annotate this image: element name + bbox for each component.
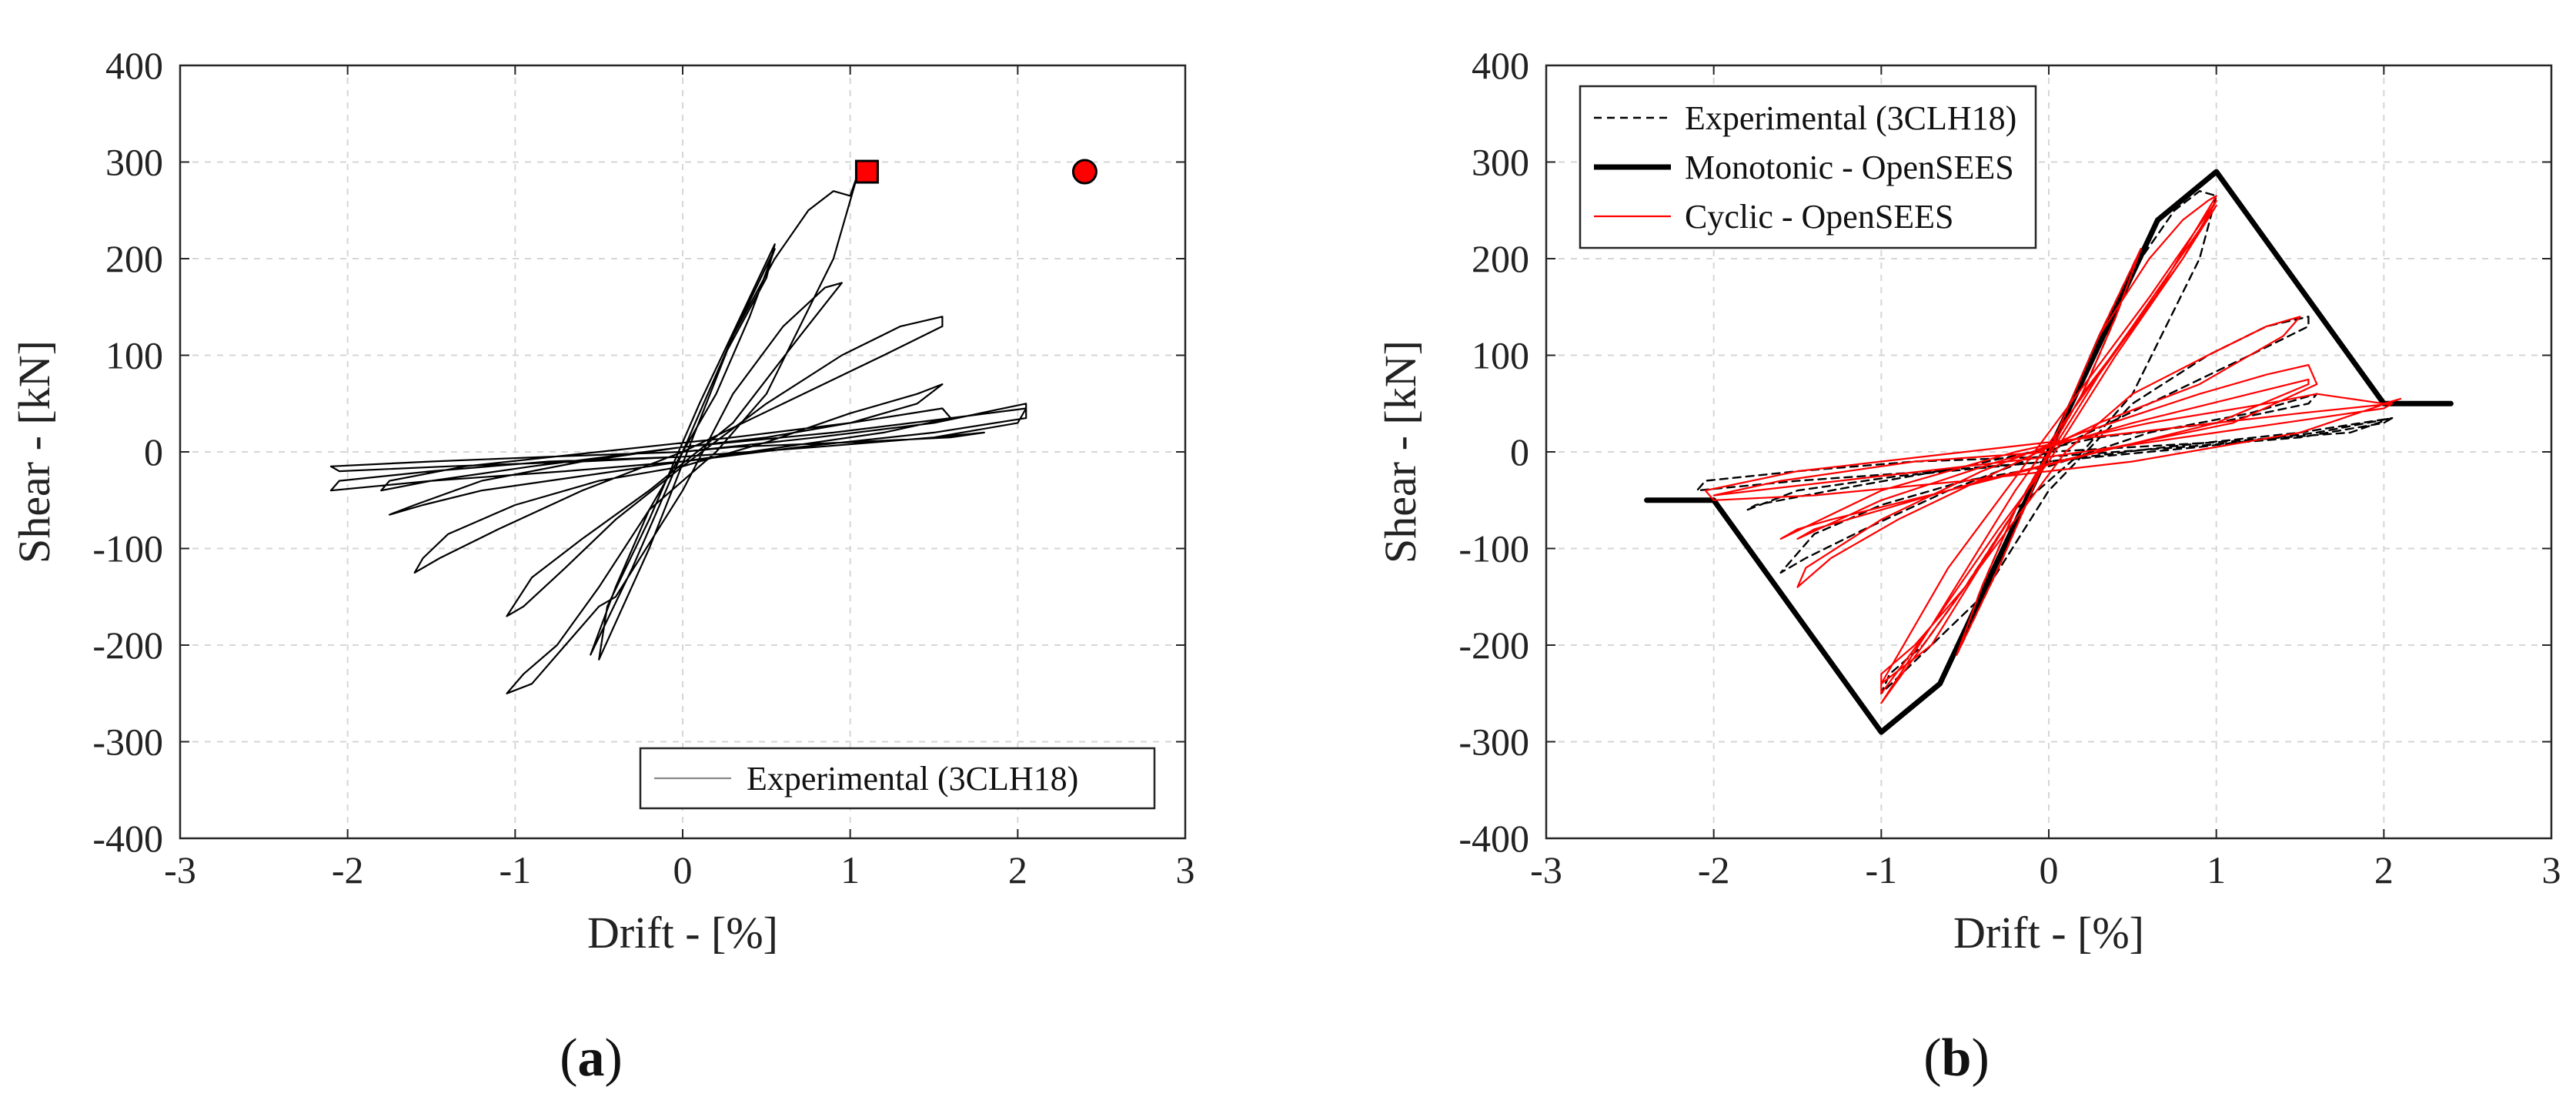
y-axis-title: Shear - [kN] [1375, 340, 1425, 564]
legend-label: Experimental (3CLH18) [747, 760, 1078, 798]
y-tick-label: 200 [105, 237, 163, 280]
chart-a: -3 -2 -1 0 1 2 3 -400 -300 -200 -100 0 100 200 300 400 D… [9, 44, 1195, 1088]
x-tick-label: -3 [1530, 848, 1562, 891]
y-tick-label: -200 [1458, 624, 1529, 667]
x-tick-label: 1 [840, 848, 860, 891]
y-tick-label: -400 [1458, 817, 1529, 860]
x-tick-label: -2 [332, 848, 364, 891]
legend-label: Monotonic - OpenSEES [1685, 149, 2014, 186]
x-tick-label: -1 [499, 848, 532, 891]
y-tick-label: 100 [105, 334, 163, 377]
series-group [1644, 169, 2454, 735]
x-tick-label: -1 [1866, 848, 1898, 891]
x-tick-label: 0 [2040, 848, 2059, 891]
x-tick-label: 3 [1176, 848, 1195, 891]
y-tick-label: 300 [105, 141, 163, 184]
x-tick-label: 3 [2542, 848, 2561, 891]
y-tick-label: 0 [144, 430, 163, 473]
x-tick-label: 0 [673, 848, 693, 891]
y-axis-title: Shear - [kN] [9, 340, 59, 564]
x-tick-label: 1 [2207, 848, 2226, 891]
x-tick-label: 2 [1008, 848, 1027, 891]
series-line-3 [1704, 195, 2402, 704]
y-tick-label: 0 [1510, 430, 1529, 473]
subfigure-caption: (b) [1923, 1028, 1990, 1088]
series-line-1 [1696, 189, 2394, 694]
y-tick-label: 400 [105, 44, 163, 87]
y-tick-label: -300 [1458, 721, 1529, 764]
circle-marker [1071, 159, 1098, 185]
legend-label: Cyclic - OpenSEES [1685, 198, 1954, 236]
y-tick-label: -100 [92, 527, 163, 570]
series-group [329, 171, 1027, 694]
y-tick-label: 400 [1472, 44, 1529, 87]
x-tick-label: -3 [164, 848, 196, 891]
subfigure-caption: (a) [560, 1028, 623, 1088]
x-axis-title: Drift - [%] [587, 908, 778, 958]
legend-label: Experimental (3CLH18) [1685, 99, 2016, 137]
x-axis-title: Drift - [%] [1953, 908, 2144, 958]
y-tick-label: 100 [1472, 334, 1529, 377]
chart-b: -3 -2 -1 0 1 2 3 -400 -300 -200 -100 0 100 200 300 400 D… [1375, 44, 2561, 1088]
y-tick-label: 300 [1472, 141, 1529, 184]
x-tick-label: 2 [2374, 848, 2394, 891]
y-tick-label: -300 [92, 721, 163, 764]
square-marker [854, 159, 879, 184]
x-tick-label: -2 [1698, 848, 1730, 891]
y-tick-label: -100 [1458, 527, 1529, 570]
series-line-1 [329, 171, 1027, 694]
y-tick-label: -400 [92, 817, 163, 860]
y-tick-label: -200 [92, 624, 163, 667]
y-tick-label: 200 [1472, 237, 1529, 280]
